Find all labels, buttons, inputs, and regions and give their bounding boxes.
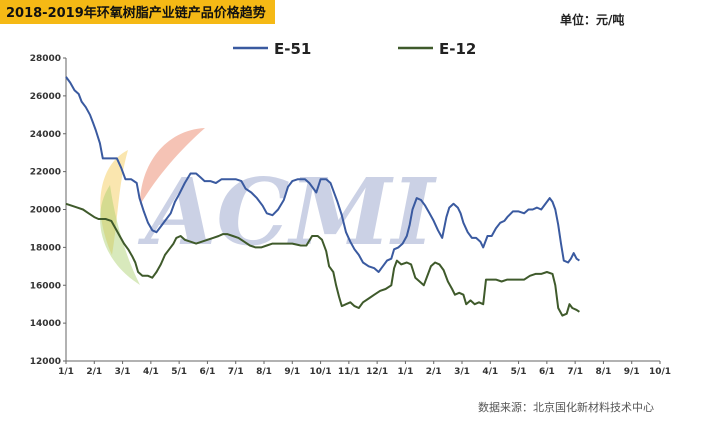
y-tick-labels: 12000 14000 16000 18000 20000 22000 24000 26000… xyxy=(30,54,66,367)
x-tick-label: 6/1 xyxy=(200,367,216,377)
series-line-e12 xyxy=(65,202,580,317)
y-tick-label: 12000 xyxy=(30,357,61,367)
x-tick-label: 11/1 xyxy=(338,367,360,377)
watermark-petal-yellow xyxy=(100,150,128,255)
series-line-e51 xyxy=(65,76,580,273)
legend: E-51 E-12 xyxy=(233,40,476,58)
legend-label-e12: E-12 xyxy=(439,40,476,58)
y-tick-label: 18000 xyxy=(30,243,61,253)
unit-label: 单位：元/吨 xyxy=(560,12,624,27)
x-tick-label: 1/1 xyxy=(58,367,74,377)
y-tick-label: 16000 xyxy=(30,281,61,291)
x-tick-label: 9/1 xyxy=(284,367,300,377)
x-tick-label: 4/1 xyxy=(143,367,159,377)
y-tick-label: 22000 xyxy=(30,168,61,178)
source-label: 数据来源：北京国化新材料技术中心 xyxy=(478,400,654,414)
y-tick-label: 14000 xyxy=(30,319,61,329)
x-tick-label: 2/1 xyxy=(426,367,442,377)
x-tick-label: 2/1 xyxy=(86,367,102,377)
y-tick-label: 28000 xyxy=(30,54,61,64)
watermark-text: ACMI xyxy=(137,158,437,266)
x-tick-label: 8/1 xyxy=(596,367,612,377)
x-tick-label: 12/1 xyxy=(366,367,388,377)
y-tick-label: 24000 xyxy=(30,130,61,140)
x-tick-label: 9/1 xyxy=(624,367,640,377)
x-tick-label: 6/1 xyxy=(539,367,555,377)
x-tick-label: 3/1 xyxy=(454,367,470,377)
x-tick-label: 4/1 xyxy=(482,367,498,377)
watermark-petal-red xyxy=(140,128,205,205)
x-tick-label: 1/1 xyxy=(398,367,414,377)
x-tick-label: 3/1 xyxy=(115,367,131,377)
legend-label-e51: E-51 xyxy=(274,40,311,58)
x-tick-label: 10/1 xyxy=(310,367,332,377)
x-tick-label: 7/1 xyxy=(228,367,244,377)
x-tick-label: 7/1 xyxy=(567,367,583,377)
x-tick-labels: 1/1 2/1 3/1 4/1 5/1 6/1 7/1 8/1 9/1 10/1 11/1 12/1 1… xyxy=(58,361,671,377)
x-tick-label: 5/1 xyxy=(171,367,187,377)
chart-title: 2018-2019年环氧树脂产业链产品价格趋势 xyxy=(6,5,266,21)
x-tick-label: 10/1 xyxy=(649,367,671,377)
title-background xyxy=(0,0,275,24)
x-tick-label: 5/1 xyxy=(511,367,527,377)
y-tick-label: 26000 xyxy=(30,92,61,102)
x-tick-label: 8/1 xyxy=(256,367,272,377)
y-tick-label: 20000 xyxy=(30,206,61,216)
